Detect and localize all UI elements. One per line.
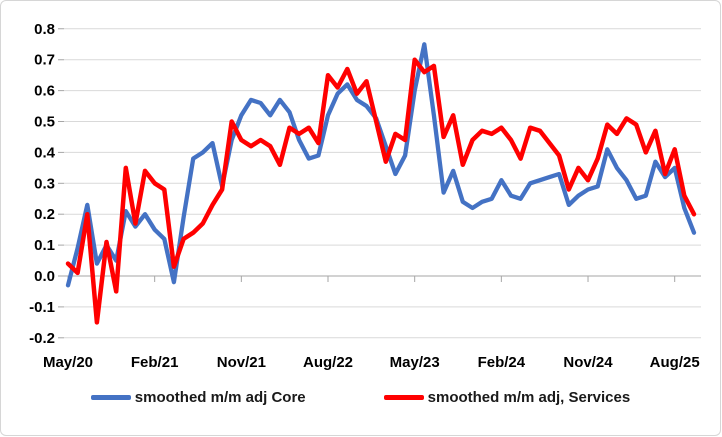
x-axis-tick-label: May/20 — [43, 354, 93, 371]
x-axis-tick-label: May/23 — [390, 354, 440, 371]
legend-item-core[interactable]: smoothed m/m adj Core — [90, 389, 306, 406]
x-axis-tick-label: Nov/24 — [563, 354, 613, 371]
core-series-swatch — [90, 395, 131, 400]
x-axis-tick-label: Feb/21 — [131, 354, 179, 371]
y-axis-tick-label: -0.1 — [29, 299, 55, 316]
y-axis-tick-label: 0.7 — [34, 52, 55, 69]
legend-label-services: smoothed m/m adj, Services — [427, 389, 631, 406]
x-axis-tick-label: Nov/21 — [217, 354, 266, 371]
y-axis-tick-label: 0.6 — [34, 83, 55, 100]
x-axis-tick-label: Aug/22 — [303, 354, 353, 371]
y-axis-tick-label: 0.8 — [34, 21, 55, 38]
legend: smoothed m/m adj Core smoothed m/m adj, … — [1, 389, 720, 406]
y-axis-tick-label: 0.3 — [34, 175, 55, 192]
y-axis-tick-label: 0.0 — [34, 268, 55, 285]
legend-label-core: smoothed m/m adj Core — [134, 389, 306, 406]
x-axis-tick-label: Aug/25 — [650, 354, 700, 371]
x-axis-tick-label: Feb/24 — [478, 354, 526, 371]
y-axis-tick-label: 0.2 — [34, 206, 55, 223]
legend-item-services[interactable]: smoothed m/m adj, Services — [383, 389, 631, 406]
services-series-swatch — [383, 395, 424, 400]
services-series-line — [65, 57, 697, 325]
y-axis-tick-label: 0.4 — [34, 144, 56, 161]
y-axis-tick-label: 0.5 — [34, 114, 55, 131]
y-axis-tick-label: 0.1 — [34, 237, 55, 254]
core-series-line — [65, 42, 697, 288]
y-axis-tick-label: -0.2 — [29, 330, 55, 347]
